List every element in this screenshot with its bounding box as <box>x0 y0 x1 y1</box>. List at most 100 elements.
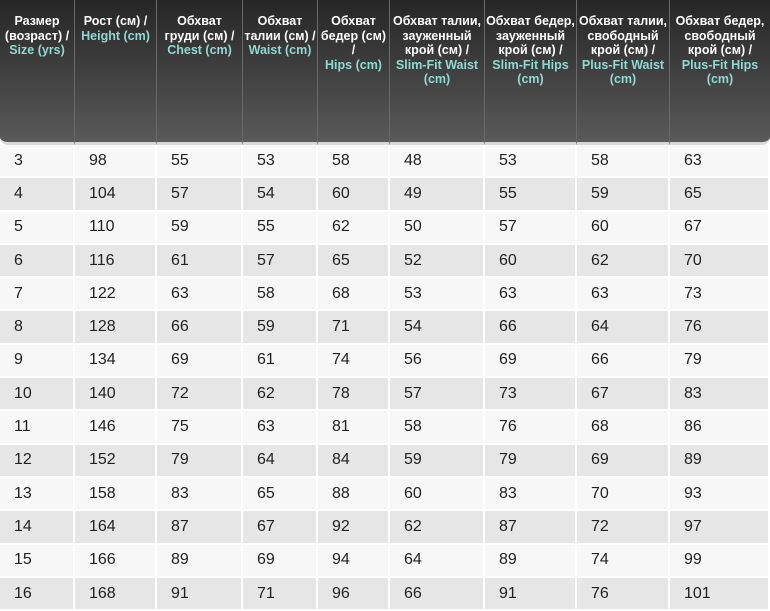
table-cell: 58 <box>577 145 670 179</box>
table-cell: 122 <box>75 278 157 312</box>
table-cell: 53 <box>243 145 318 179</box>
table-cell: 76 <box>577 577 670 611</box>
table-cell: 49 <box>390 178 485 212</box>
table-cell: 83 <box>670 378 770 412</box>
table-cell: 60 <box>485 244 577 279</box>
table-cell: 76 <box>485 411 577 445</box>
table-cell: 76 <box>670 311 770 345</box>
table-cell: 158 <box>75 477 157 512</box>
table-cell: 5 <box>0 211 75 245</box>
table-cell: 7 <box>0 278 75 312</box>
table-cell: 91 <box>485 577 577 611</box>
table-cell: 55 <box>485 178 577 212</box>
table-cell: 6 <box>0 244 75 279</box>
table-cell: 70 <box>670 244 770 279</box>
table-cell: 58 <box>243 278 318 312</box>
table-cell: 63 <box>157 278 243 312</box>
table-cell: 87 <box>485 511 577 545</box>
table-cell: 55 <box>243 211 318 245</box>
table-cell: 64 <box>390 544 485 578</box>
table-cell: 75 <box>157 411 243 445</box>
table-cell: 166 <box>75 544 157 578</box>
header-en: Slim-Fit Hips (cm) <box>492 57 569 87</box>
table-cell: 73 <box>485 378 577 412</box>
table-cell: 59 <box>157 211 243 245</box>
table-cell: 65 <box>243 477 318 512</box>
table-cell: 56 <box>390 344 485 379</box>
table-cell: 87 <box>157 511 243 545</box>
table-row: 7 122 63 58 68 53 63 63 73 <box>0 278 770 312</box>
header-row: Размер (возраст) / Size (yrs) Рост (см) / H… <box>0 0 770 145</box>
table-row: 4 104 57 54 60 49 55 59 65 <box>0 178 770 212</box>
table-cell: 92 <box>318 511 390 545</box>
table-cell: 54 <box>390 311 485 345</box>
table-cell: 4 <box>0 178 75 212</box>
table-cell: 146 <box>75 411 157 445</box>
table-row: 3 98 55 53 58 48 53 58 63 <box>0 145 770 179</box>
table-cell: 69 <box>243 544 318 578</box>
table-cell: 96 <box>318 577 390 611</box>
table-cell: 66 <box>390 577 485 611</box>
table-cell: 98 <box>75 145 157 179</box>
table-cell: 65 <box>318 244 390 279</box>
table-cell: 74 <box>577 544 670 578</box>
header-ru: Обхват бедер, зауженный крой (см) / <box>486 14 575 57</box>
table-cell: 89 <box>485 544 577 578</box>
table-cell: 89 <box>157 544 243 578</box>
table-cell: 59 <box>577 178 670 212</box>
table-cell: 60 <box>390 477 485 512</box>
table-row: 16 168 91 71 96 66 91 76 101 <box>0 577 770 611</box>
table-cell: 69 <box>577 444 670 478</box>
table-cell: 62 <box>577 244 670 279</box>
table-cell: 83 <box>485 477 577 512</box>
table-cell: 61 <box>157 244 243 279</box>
column-header: Обхват бедер (см) / Hips (cm) <box>318 0 390 145</box>
column-header: Обхват бедер, зауженный крой (см) / Slim-… <box>485 0 577 145</box>
table-cell: 50 <box>390 211 485 245</box>
table-cell: 128 <box>75 311 157 345</box>
table-cell: 86 <box>670 411 770 445</box>
table-row: 5 110 59 55 62 50 57 60 67 <box>0 211 770 245</box>
table-cell: 91 <box>157 577 243 611</box>
table-cell: 53 <box>390 278 485 312</box>
header-en: Height (cm) <box>81 28 150 43</box>
table-cell: 116 <box>75 244 157 279</box>
table-cell: 57 <box>157 178 243 212</box>
table-cell: 64 <box>577 311 670 345</box>
header-en: Size (yrs) <box>9 43 65 57</box>
table-cell: 67 <box>243 511 318 545</box>
table-cell: 12 <box>0 444 75 478</box>
table-cell: 168 <box>75 577 157 611</box>
table-cell: 81 <box>318 411 390 445</box>
table-cell: 66 <box>485 311 577 345</box>
table-cell: 164 <box>75 511 157 545</box>
table-cell: 94 <box>318 544 390 578</box>
table-cell: 57 <box>485 211 577 245</box>
table-cell: 10 <box>0 378 75 412</box>
header-ru: Обхват талии, зауженный крой (см) / <box>392 14 481 57</box>
table-cell: 67 <box>670 211 770 245</box>
table-cell: 60 <box>577 211 670 245</box>
table-row: 10 140 72 62 78 57 73 67 83 <box>0 378 770 412</box>
table-cell: 110 <box>75 211 157 245</box>
header-en: Plus-Fit Waist (cm) <box>581 57 665 87</box>
table-cell: 140 <box>75 378 157 412</box>
table-cell: 59 <box>243 311 318 345</box>
table-cell: 62 <box>243 378 318 412</box>
table-cell: 73 <box>670 278 770 312</box>
table-cell: 97 <box>670 511 770 545</box>
table-cell: 69 <box>157 344 243 379</box>
table-cell: 84 <box>318 444 390 478</box>
table-cell: 83 <box>157 477 243 512</box>
table-cell: 55 <box>157 145 243 179</box>
header-en: Plus-Fit Hips (cm) <box>681 57 759 87</box>
table-cell: 152 <box>75 444 157 478</box>
table-cell: 68 <box>577 411 670 445</box>
header-ru: Размер (возраст) / <box>4 14 70 43</box>
table-row: 12 152 79 64 84 59 79 69 89 <box>0 444 770 478</box>
table-cell: 78 <box>318 378 390 412</box>
table-cell: 16 <box>0 577 75 611</box>
table-cell: 69 <box>485 344 577 379</box>
table-cell: 74 <box>318 344 390 379</box>
table-row: 9 134 69 61 74 56 69 66 79 <box>0 344 770 379</box>
